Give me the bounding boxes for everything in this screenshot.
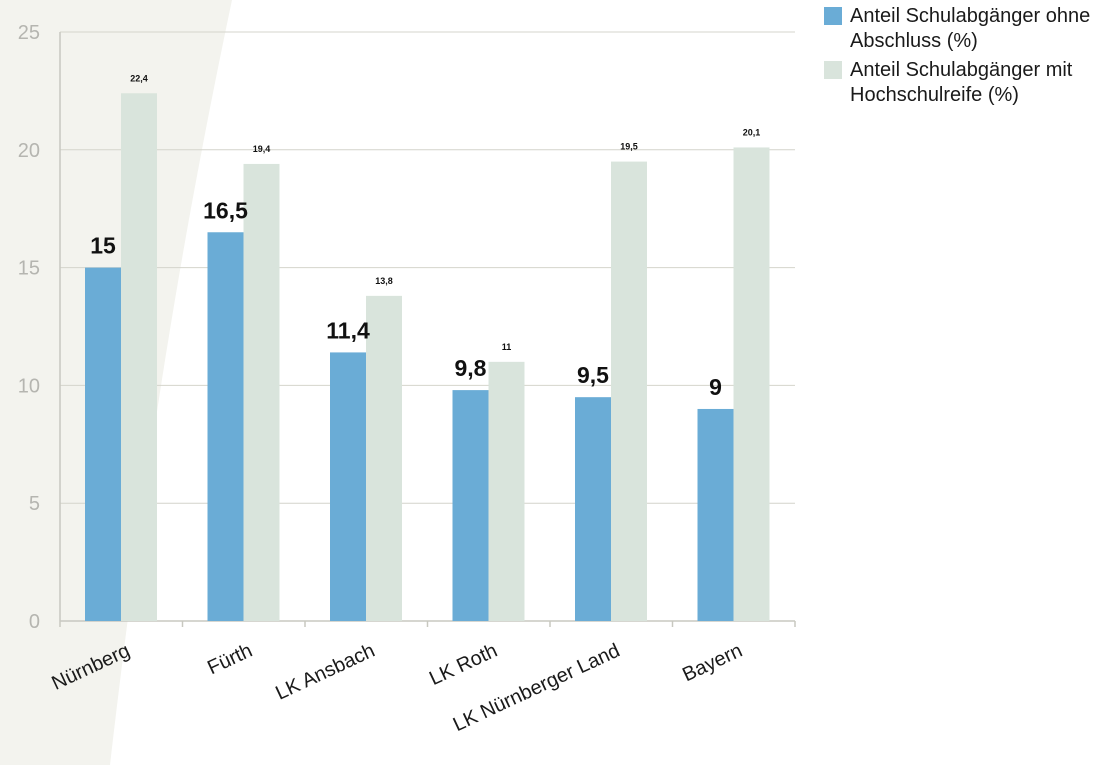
y-tick-label: 5 bbox=[29, 493, 40, 515]
bar-series-2 bbox=[611, 161, 647, 621]
data-label-series-2: 22,4 bbox=[130, 73, 148, 83]
bar-series-1 bbox=[697, 408, 734, 621]
x-tick-label: LK Ansbach bbox=[272, 640, 378, 705]
data-label-series-1: 9 bbox=[709, 374, 722, 400]
data-label-series-2: 19,4 bbox=[253, 144, 271, 154]
data-label-series-1: 9,8 bbox=[455, 355, 487, 381]
x-tick-label: LK Roth bbox=[426, 640, 501, 690]
legend-swatch bbox=[824, 7, 842, 25]
data-label-series-1: 11,4 bbox=[326, 317, 370, 343]
x-tick-label: Bayern bbox=[679, 640, 746, 687]
bar-series-2 bbox=[121, 93, 157, 622]
axes bbox=[59, 32, 796, 627]
legend-label: Anteil Schulabgänger ohne Abschluss (%) bbox=[850, 5, 1091, 52]
data-label-series-1: 15 bbox=[90, 233, 116, 259]
bar-series-1 bbox=[452, 390, 489, 621]
bar-series-2 bbox=[366, 295, 402, 621]
bar-series-1 bbox=[85, 267, 121, 621]
y-tick-label: 15 bbox=[18, 258, 40, 280]
y-tick-label: 20 bbox=[18, 140, 40, 162]
legend: Anteil Schulabgänger ohne Abschluss (%) … bbox=[824, 4, 1114, 112]
legend-label: Anteil Schulabgänger mit Hochschulreife … bbox=[850, 59, 1073, 106]
bars bbox=[85, 93, 770, 622]
data-label-series-2: 19,5 bbox=[620, 142, 638, 152]
bar-series-2 bbox=[733, 147, 770, 621]
bar-series-1 bbox=[330, 352, 366, 621]
data-label-series-1: 16,5 bbox=[203, 197, 248, 223]
y-tick-label: 10 bbox=[18, 375, 40, 397]
y-tick-label: 0 bbox=[29, 611, 40, 633]
bar-series-2 bbox=[243, 163, 280, 621]
bar-series-1 bbox=[575, 397, 611, 621]
bar-series-1 bbox=[207, 232, 244, 621]
gridlines bbox=[60, 31, 795, 504]
data-labels: 15 22,4 16,5 19,4 11,4 13,8 9,8 11 9,5 19,5 9 20,1 bbox=[90, 73, 760, 400]
legend-swatch bbox=[824, 61, 842, 79]
x-tick-label: Fürth bbox=[204, 640, 256, 680]
bar-series-2 bbox=[488, 361, 525, 621]
data-label-series-2: 13,8 bbox=[375, 276, 393, 286]
y-tick-label: 25 bbox=[18, 22, 40, 44]
data-label-series-2: 11 bbox=[502, 342, 512, 352]
legend-item-series-1: Anteil Schulabgänger ohne Abschluss (%) bbox=[824, 4, 1114, 54]
data-label-series-2: 20,1 bbox=[743, 127, 761, 137]
legend-item-series-2: Anteil Schulabgänger mit Hochschulreife … bbox=[824, 58, 1114, 108]
data-label-series-1: 9,5 bbox=[577, 362, 609, 388]
